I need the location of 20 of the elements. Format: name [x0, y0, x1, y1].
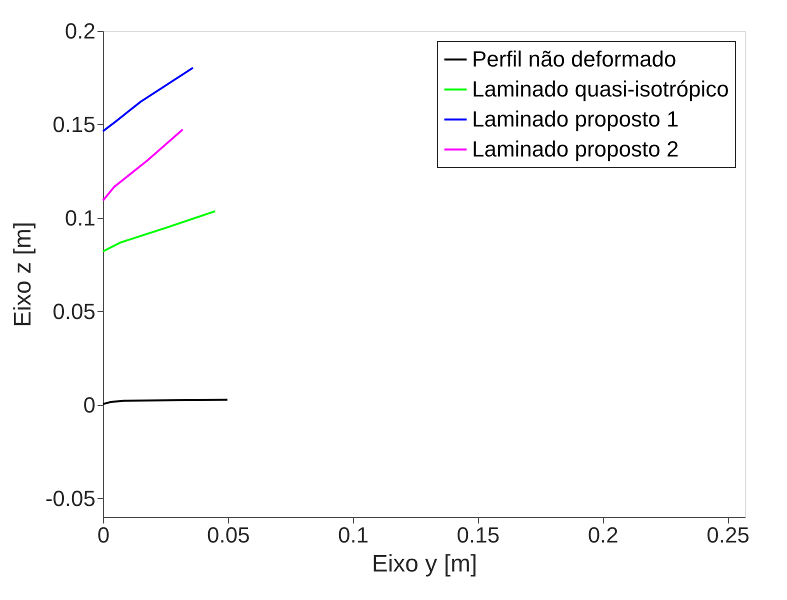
y-tick-label: -0.05: [45, 486, 96, 511]
legend-label: Laminado proposto 1: [472, 106, 679, 132]
legend-label: Laminado quasi-isotrópico: [472, 76, 729, 102]
y-tick-label: 0.05: [52, 298, 96, 324]
y-tick-label: 0: [83, 392, 96, 418]
x-tick-label: 0.2: [588, 522, 618, 548]
line-series: [102, 66, 194, 132]
x-tick-label: 0.15: [456, 522, 500, 548]
y-tick-label: 0.15: [52, 112, 96, 137]
y-tick-label: 0.1: [64, 205, 96, 230]
x-tick-label: 0.1: [338, 522, 369, 548]
x-axis-title: Eixo y [m]: [372, 550, 478, 578]
x-tick-label: 0.05: [206, 522, 250, 548]
line-series: [102, 210, 216, 252]
y-tick-label: 0.2: [64, 18, 96, 44]
legend-label: Perfil não deformado: [472, 46, 676, 72]
y-axis-title: Eixo z [m]: [9, 222, 36, 328]
line-series: [102, 128, 184, 202]
x-tick-label: 0.25: [706, 522, 750, 548]
legend-label: Laminado proposto 2: [472, 136, 679, 162]
